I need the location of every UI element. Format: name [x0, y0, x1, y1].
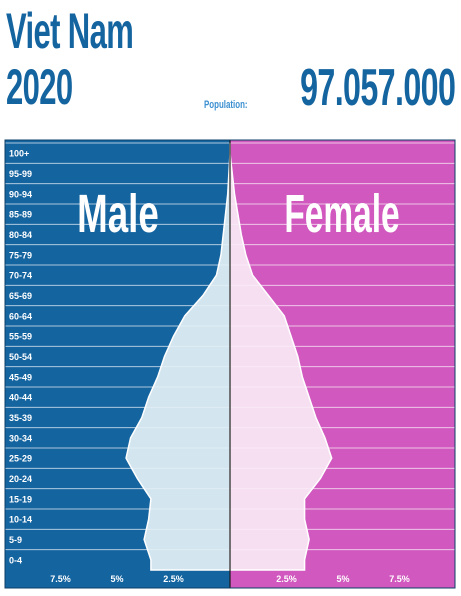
age-group-label: 35-39: [9, 413, 32, 423]
age-group-label: 55-59: [9, 332, 32, 342]
x-tick-label-female: 5%: [336, 574, 349, 584]
chart-border: [4, 139, 456, 589]
female-series-area: [229, 143, 333, 571]
x-tick-label-female: 7.5%: [389, 574, 410, 584]
age-group-label: 50-54: [9, 352, 32, 362]
age-group-label: 15-19: [9, 494, 32, 504]
male-series-area: [125, 143, 231, 571]
x-tick-label-male: 2.5%: [163, 574, 184, 584]
x-tick-label-male: 5%: [110, 574, 123, 584]
age-group-label: 85-89: [9, 210, 32, 220]
age-group-label: 20-24: [9, 474, 32, 484]
male-series-label: Male: [77, 183, 159, 244]
age-group-label: 25-29: [9, 454, 32, 464]
age-group-label: 5-9: [9, 535, 22, 545]
age-group-label: 95-99: [9, 169, 32, 179]
age-group-label: 80-84: [9, 230, 32, 240]
country-title: Viet Nam: [6, 3, 134, 59]
age-group-label: 75-79: [9, 250, 32, 260]
age-group-label: 90-94: [9, 189, 32, 199]
female-series-label: Female: [284, 183, 399, 244]
age-group-label: 65-69: [9, 291, 32, 301]
age-group-label: 100+: [9, 149, 29, 159]
age-group-label: 40-44: [9, 393, 32, 403]
age-group-label: 0-4: [9, 555, 22, 565]
year-title: 2020: [6, 59, 73, 115]
population-label: Population:: [204, 99, 248, 111]
age-group-label: 70-74: [9, 271, 32, 281]
age-group-label: 10-14: [9, 515, 32, 525]
age-group-label: 45-49: [9, 372, 32, 382]
age-group-label: 30-34: [9, 433, 32, 443]
population-value: 97.057.000: [299, 59, 456, 117]
x-tick-label-female: 2.5%: [276, 574, 297, 584]
age-group-label: 60-64: [9, 311, 32, 321]
x-tick-label-male: 7.5%: [50, 574, 71, 584]
